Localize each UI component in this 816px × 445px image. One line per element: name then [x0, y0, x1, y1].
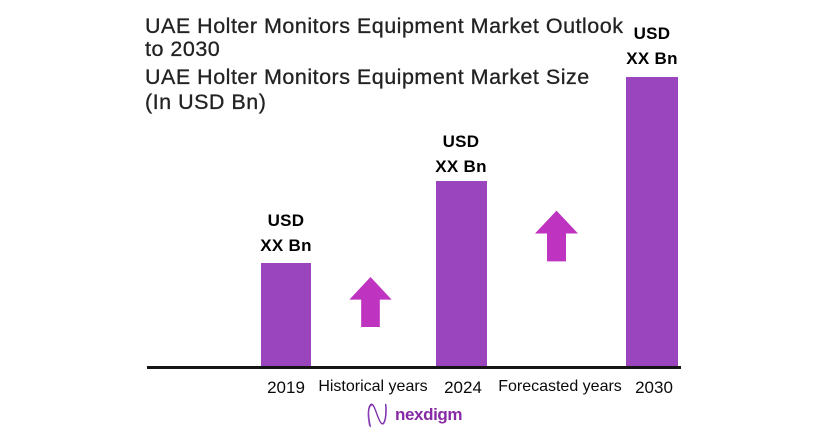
chart-subtitle: UAE Holter Monitors Equipment Market Siz…: [145, 65, 590, 115]
x-axis-label-forecasted-years: Forecasted years: [498, 378, 622, 395]
chart-title-line-2: to 2030: [145, 37, 221, 61]
x-axis-label-historical-years: Historical years: [318, 378, 428, 395]
chart-title-line-1: UAE Holter Monitors Equipment Market Out…: [145, 14, 624, 38]
nexdigm-logo: nexdigm: [366, 400, 463, 430]
bar-value-label-2030: USD XX Bn: [592, 21, 712, 71]
value-label-currency: USD: [267, 211, 305, 230]
value-label-amount: XX Bn: [626, 49, 678, 68]
value-label-amount: XX Bn: [260, 236, 312, 255]
bar-value-label-2024: USD XX Bn: [401, 129, 521, 179]
x-axis-label-2030: 2030: [635, 378, 673, 397]
x-axis-label-2019: 2019: [267, 378, 305, 397]
value-label-currency: USD: [442, 132, 480, 151]
value-label-currency: USD: [633, 24, 671, 43]
growth-arrow-icon: [535, 210, 578, 262]
bar-2019: [261, 263, 311, 367]
bar-2030: [626, 77, 678, 367]
nexdigm-logo-text: nexdigm: [395, 405, 463, 424]
x-axis-line: [147, 366, 681, 369]
nexdigm-swirl-icon: [367, 403, 387, 428]
chart-title: UAE Holter Monitors Equipment Market Out…: [145, 14, 624, 61]
chart-subtitle-line-2: (In USD Bn): [145, 90, 267, 114]
bar-value-label-2019: USD XX Bn: [226, 208, 346, 258]
value-label-amount: XX Bn: [435, 157, 487, 176]
chart-subtitle-line-1: UAE Holter Monitors Equipment Market Siz…: [145, 65, 590, 89]
x-axis-label-2024: 2024: [444, 378, 482, 397]
growth-arrow-icon: [349, 277, 392, 327]
bar-2024: [436, 181, 487, 367]
